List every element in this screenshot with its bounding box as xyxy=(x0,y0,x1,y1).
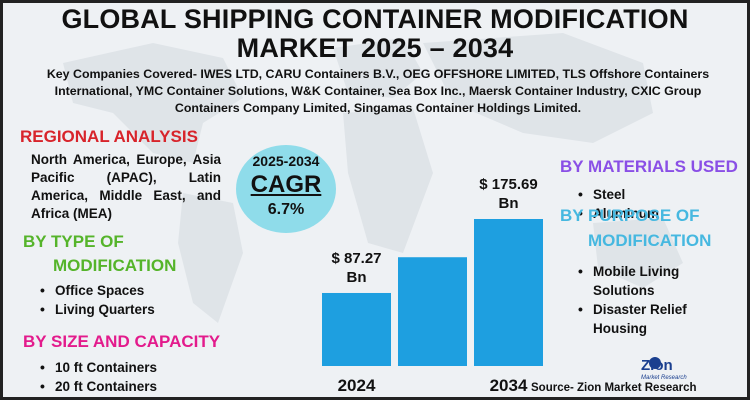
cagr-badge: 2025-2034 CAGR 6.7% xyxy=(236,145,336,233)
list-item: • Mobile Living Solutions xyxy=(575,262,687,300)
key-companies-text: Key Companies Covered- IWES LTD, CARU Co… xyxy=(46,67,710,115)
type-of-modification-list: • Office Spaces • Living Quarters xyxy=(37,281,155,319)
list-item-label: 20 ft Containers xyxy=(55,379,158,394)
bullet-icon: • xyxy=(40,282,45,298)
list-item: • Living Quarters xyxy=(37,300,155,319)
materials-heading: BY MATERIALS USED xyxy=(560,157,738,176)
list-item-label: Aluminum xyxy=(593,206,659,221)
list-item-label-line2: Housing xyxy=(593,321,647,336)
type-of-modification-heading-line2: MODIFICATION xyxy=(53,256,177,275)
bullet-icon: • xyxy=(578,205,583,221)
list-item: • Aluminum xyxy=(575,204,659,223)
market-size-bar-chart: $ 87.27 Bn 2024 $ 175.69 Bn 2034 xyxy=(322,176,543,395)
list-item-label: 10 ft Containers xyxy=(55,360,158,375)
list-item-label-line1: Mobile Living xyxy=(593,264,680,279)
list-item: • Office Spaces xyxy=(37,281,155,300)
bar-value-label: Bn xyxy=(499,195,519,212)
size-and-capacity-heading: BY SIZE AND CAPACITY xyxy=(23,332,221,351)
materials-list: • Steel • Aluminum xyxy=(575,185,659,223)
bullet-icon: • xyxy=(578,263,583,279)
bar-value-label: $ 175.69 xyxy=(479,176,537,193)
list-item-label-line2: Solutions xyxy=(593,283,655,298)
list-item: • 20 ft Containers xyxy=(37,377,157,396)
category-label: 2024 xyxy=(338,376,376,395)
bullet-icon: • xyxy=(578,301,583,317)
bar-value-label: Bn xyxy=(347,269,367,286)
regional-analysis-heading: REGIONAL ANALYSIS xyxy=(20,127,198,146)
purpose-heading-line2: MODIFICATION xyxy=(588,231,712,250)
list-item-label: Office Spaces xyxy=(55,283,145,298)
list-item-label-line1: Disaster Relief xyxy=(593,302,687,317)
bullet-icon: • xyxy=(40,301,45,317)
bullet-icon: • xyxy=(40,378,45,394)
list-item-label: Steel xyxy=(593,187,626,202)
source-credit: Source- Zion Market Research xyxy=(531,382,697,394)
cagr-value: 6.7% xyxy=(267,201,305,218)
type-of-modification-heading-line1: BY TYPE OF xyxy=(23,232,124,251)
bar-2 xyxy=(398,257,467,366)
bar-3 xyxy=(474,219,543,366)
list-item: • Disaster Relief Housing xyxy=(575,300,687,338)
bar-1 xyxy=(322,292,391,366)
logo-wordmark: Zion xyxy=(641,357,673,374)
cagr-label: CAGR xyxy=(250,171,322,198)
bar-value-label: $ 87.27 xyxy=(331,250,381,267)
list-item-label: Living Quarters xyxy=(55,302,155,317)
world-map-background xyxy=(63,33,683,323)
size-and-capacity-list: • 10 ft Containers • 20 ft Containers xyxy=(37,358,157,396)
purpose-heading-line1: BY PURPOSE OF xyxy=(560,206,700,225)
regional-analysis-text: North America, Europe, Asia Pacific (APA… xyxy=(31,152,221,221)
logo-tagline: Market Research xyxy=(641,375,687,381)
bullet-icon: • xyxy=(578,186,583,202)
logo-globe-icon xyxy=(649,357,661,369)
cagr-years: 2025-2034 xyxy=(252,153,320,169)
purpose-list: • Mobile Living Solutions • Disaster Relief… xyxy=(575,262,687,338)
bullet-icon: • xyxy=(40,359,45,375)
list-item: • Steel xyxy=(575,185,659,204)
list-item: • 10 ft Containers xyxy=(37,358,157,377)
zion-logo: Zion Market Research xyxy=(641,357,687,381)
category-label: 2034 xyxy=(490,376,528,395)
page-title: GLOBAL SHIPPING CONTAINER MODIFICATION M… xyxy=(61,4,689,63)
